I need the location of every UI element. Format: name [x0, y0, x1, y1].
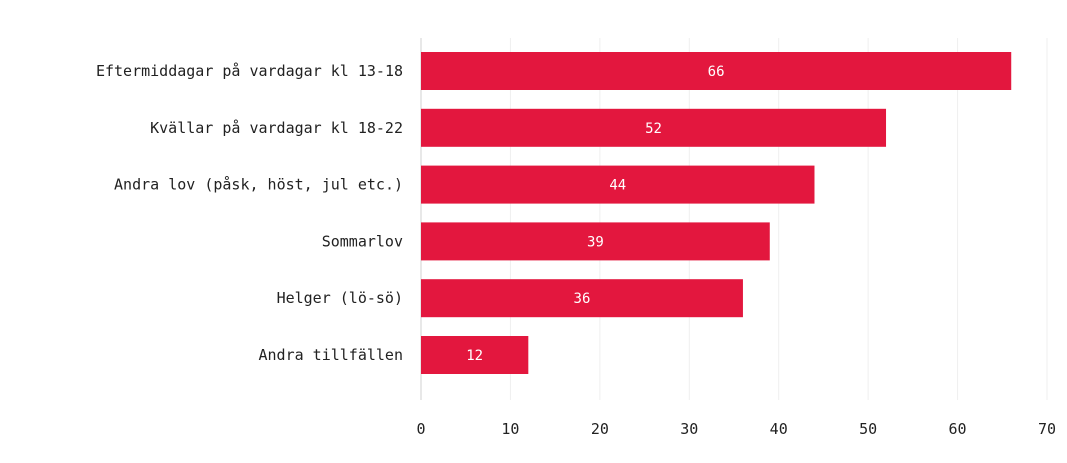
category-label: Andra tillfällen — [259, 346, 404, 364]
bar — [421, 336, 529, 374]
data-label: 44 — [609, 178, 626, 194]
bars: 66 52 44 39 36 12 — [421, 52, 1012, 374]
category-labels: Eftermiddagar på vardagar kl 13-18 Kvälla… — [96, 62, 403, 364]
bar — [421, 222, 770, 261]
category-label: Helger (lö-sö) — [277, 289, 403, 307]
x-tick-label: 10 — [501, 420, 519, 438]
gridlines — [420, 38, 1048, 400]
x-tick-label: 30 — [680, 420, 698, 438]
category-label: Andra lov (påsk, höst, jul etc.) — [114, 176, 403, 194]
x-tick-label: 50 — [859, 420, 877, 438]
bar — [421, 279, 743, 318]
data-label: 52 — [645, 121, 662, 137]
data-label: 36 — [574, 291, 591, 307]
x-tick-label: 40 — [770, 420, 788, 438]
x-tick-label: 20 — [591, 420, 609, 438]
bar — [421, 165, 815, 204]
x-axis-ticks: 0 10 20 30 40 50 60 70 — [416, 420, 1056, 438]
category-label: Kvällar på vardagar kl 18-22 — [150, 119, 403, 137]
data-label: 12 — [466, 348, 483, 364]
x-tick-label: 0 — [416, 420, 425, 438]
bar — [421, 52, 1012, 90]
x-tick-label: 70 — [1038, 420, 1056, 438]
data-label: 66 — [708, 64, 725, 80]
data-label: 39 — [587, 234, 604, 250]
x-tick-label: 60 — [949, 420, 967, 438]
category-label: Eftermiddagar på vardagar kl 13-18 — [96, 62, 403, 80]
bar — [421, 108, 887, 147]
category-label: Sommarlov — [322, 232, 403, 250]
